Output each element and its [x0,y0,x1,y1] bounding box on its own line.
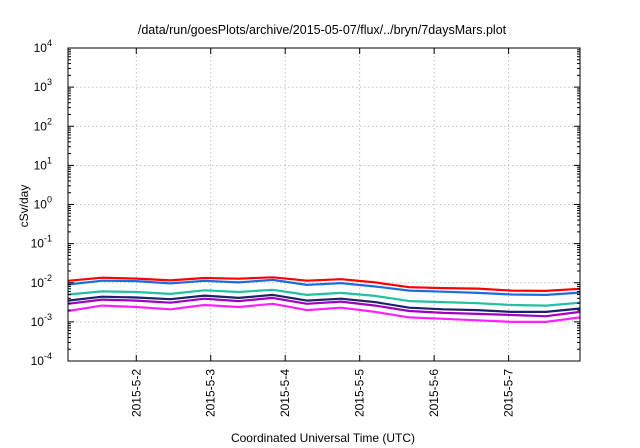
y-tick-label: 10-3 [31,312,52,329]
y-tick-label: 10-4 [31,351,52,368]
y-tick-label: 10-1 [31,234,52,251]
y-tick-label: 100 [34,195,52,212]
series-line-5 [67,296,581,318]
series-line-3 [67,288,581,307]
series-line-1 [67,276,581,292]
y-tick-label: 10-2 [31,273,52,290]
grid-lines [68,48,580,361]
series-lines [67,276,581,323]
x-axis-label: Coordinated Universal Time (UTC) [231,431,415,445]
y-axis: 104 103 102 101 100 10-1 10-2 10-3 10-4 [31,38,580,368]
x-tick-label: 2015-5-6 [427,369,441,417]
chart-title: /data/run/goesPlots/archive/2015-05-07/f… [138,23,507,37]
y-axis-label: cSv/day [17,185,31,228]
series-line-6 [67,302,581,323]
x-tick-label: 2015-5-5 [353,369,367,417]
series-line-2 [67,278,581,296]
x-tick-label: 2015-5-2 [129,369,143,417]
x-tick-label: 2015-5-7 [502,369,516,417]
y-tick-label: 104 [34,38,52,55]
series-line-4 [67,293,581,313]
y-tick-label: 103 [34,77,52,94]
x-axis: 2015-5-2 2015-5-3 2015-5-4 2015-5-5 2015-5-6… [129,48,516,417]
x-tick-label: 2015-5-4 [278,369,292,417]
x-tick-label: 2015-5-3 [204,369,218,417]
y-tick-label: 102 [34,116,52,133]
y-tick-label: 101 [34,155,52,172]
